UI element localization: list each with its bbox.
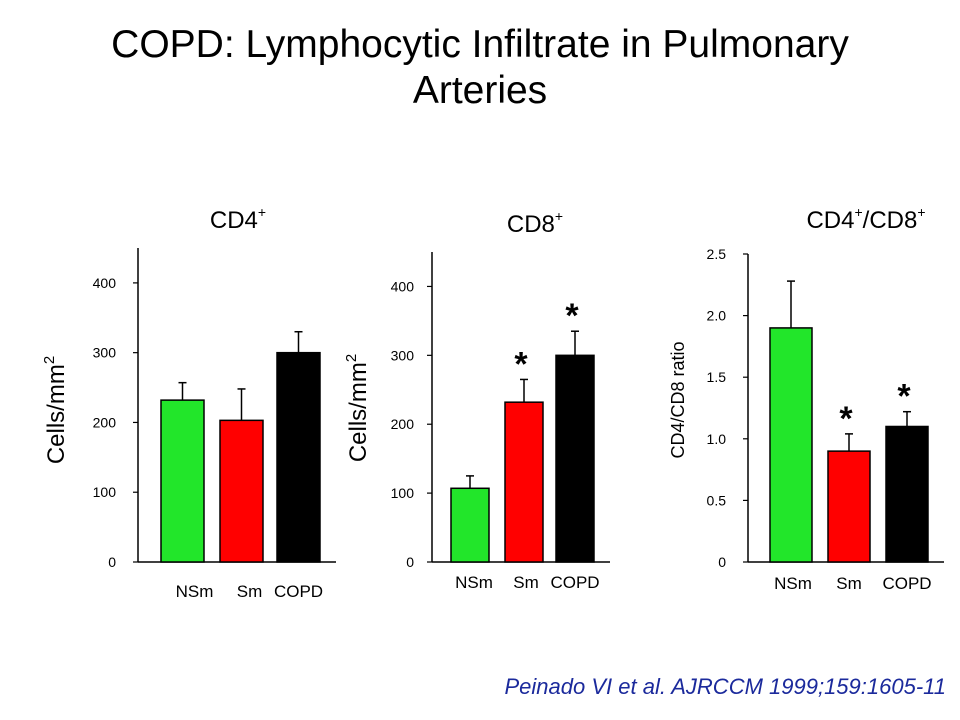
panel-title: CD4+/CD8+ xyxy=(806,204,925,234)
category-label: COPD xyxy=(274,582,323,601)
citation: Peinado VI et al. AJRCCM 1999;159:1605-1… xyxy=(504,674,947,699)
y-tick-label: 100 xyxy=(93,484,117,500)
significance-star: * xyxy=(514,345,528,383)
y-tick-label: 300 xyxy=(391,347,415,363)
y-tick-label: 200 xyxy=(391,416,415,432)
y-tick-label: 1.5 xyxy=(707,369,727,385)
title-line-1: COPD: Lymphocytic Infiltrate in Pulmonar… xyxy=(111,23,849,66)
significance-star: * xyxy=(897,378,911,416)
category-label: Sm xyxy=(836,574,862,593)
panel-title: CD4+ xyxy=(210,204,266,234)
bar-nsm xyxy=(450,487,490,563)
panel-title: CD8+ xyxy=(507,208,563,238)
category-label: Sm xyxy=(237,582,263,601)
y-tick-label: 100 xyxy=(391,485,415,501)
y-tick-label: 300 xyxy=(93,345,117,361)
bar-nsm xyxy=(160,399,205,563)
category-label: NSm xyxy=(176,582,214,601)
y-tick-label: 0 xyxy=(108,554,116,570)
bar-copd xyxy=(885,425,929,563)
chart-panel-3: 0 0.5 1.0 1.5 2.0 2.5 NSm * Sm * COPD CD4+/CD8+ CD4/… xyxy=(668,204,944,593)
y-tick-label: 0.5 xyxy=(707,492,727,508)
y-tick-label: 2.5 xyxy=(707,246,727,262)
y-axis-label: Cells/mm2 xyxy=(41,356,70,464)
page-title: COPD: Lymphocytic Infiltrate in Pulmonar… xyxy=(0,22,960,114)
bar-sm xyxy=(827,450,871,563)
title-line-2: Arteries xyxy=(412,69,548,112)
y-tick-label: 1.0 xyxy=(707,431,727,447)
category-label: COPD xyxy=(882,574,931,593)
bar-sm xyxy=(504,401,544,563)
chart-panel-1: 0 100 200 300 400 NSm Sm COPD CD4+ Cells/mm2 xyxy=(41,204,336,601)
category-label: COPD xyxy=(550,573,599,592)
bar-nsm xyxy=(769,327,813,563)
y-tick-label: 200 xyxy=(93,414,117,430)
category-label: NSm xyxy=(774,574,812,593)
y-tick-label: 0 xyxy=(718,554,726,570)
category-label: Sm xyxy=(513,573,539,592)
significance-star: * xyxy=(565,297,579,335)
y-axis-label: CD4/CD8 ratio xyxy=(668,341,688,458)
chart-panel-2: 0 100 200 300 400 NSm * Sm * COPD CD8+ Cells/mm2 xyxy=(343,208,610,592)
bar-copd xyxy=(555,354,595,563)
y-tick-label: 400 xyxy=(93,275,117,291)
bar-sm xyxy=(219,419,264,563)
y-tick-label: 400 xyxy=(391,278,415,294)
y-tick-label: 2.0 xyxy=(707,308,727,324)
category-label: NSm xyxy=(455,573,493,592)
bar-copd xyxy=(276,351,321,563)
y-axis-label: Cells/mm2 xyxy=(343,354,372,462)
significance-star: * xyxy=(839,400,853,438)
y-tick-label: 0 xyxy=(406,554,414,570)
